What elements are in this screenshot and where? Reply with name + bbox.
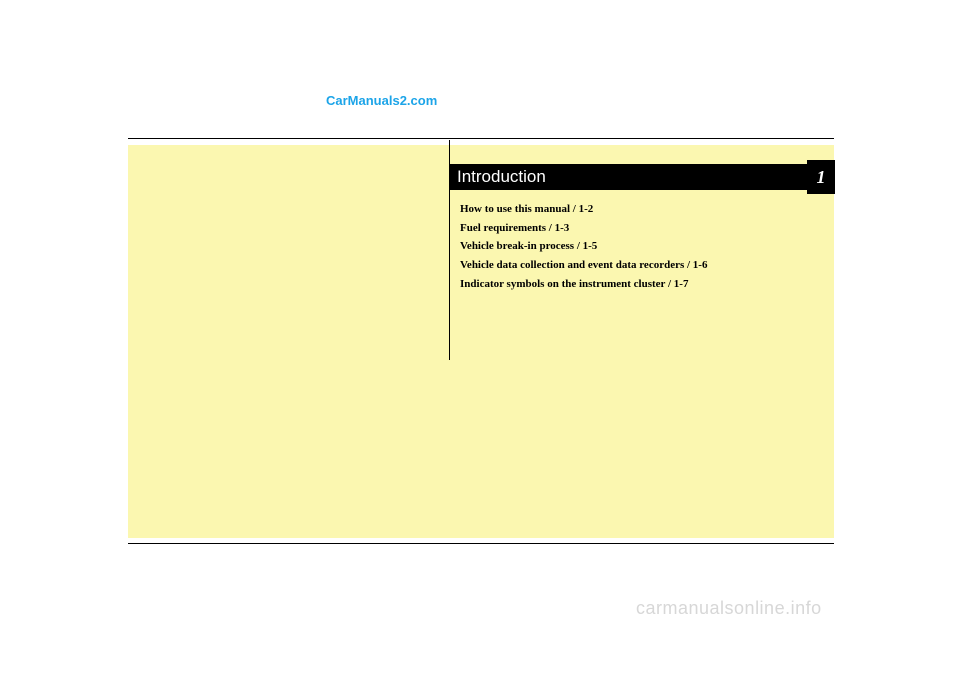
chapter-title: Introduction [457, 167, 546, 187]
chapter-header-bar: Introduction [449, 164, 807, 190]
toc-entry: Indicator symbols on the instrument clus… [460, 275, 820, 294]
toc-entry: How to use this manual / 1-2 [460, 200, 820, 219]
watermark-bottom: carmanualsonline.info [636, 598, 822, 619]
toc-entry: Vehicle data collection and event data r… [460, 256, 820, 275]
toc-entry: Vehicle break-in process / 1-5 [460, 237, 820, 256]
bottom-border-rule [128, 543, 834, 544]
top-border-rule [128, 138, 834, 139]
table-of-contents: How to use this manual / 1-2 Fuel requir… [460, 200, 820, 293]
chapter-number: 1 [817, 167, 826, 188]
chapter-number-tab: 1 [807, 160, 835, 194]
watermark-top-link: CarManuals2.com [326, 93, 437, 108]
toc-entry: Fuel requirements / 1-3 [460, 219, 820, 238]
